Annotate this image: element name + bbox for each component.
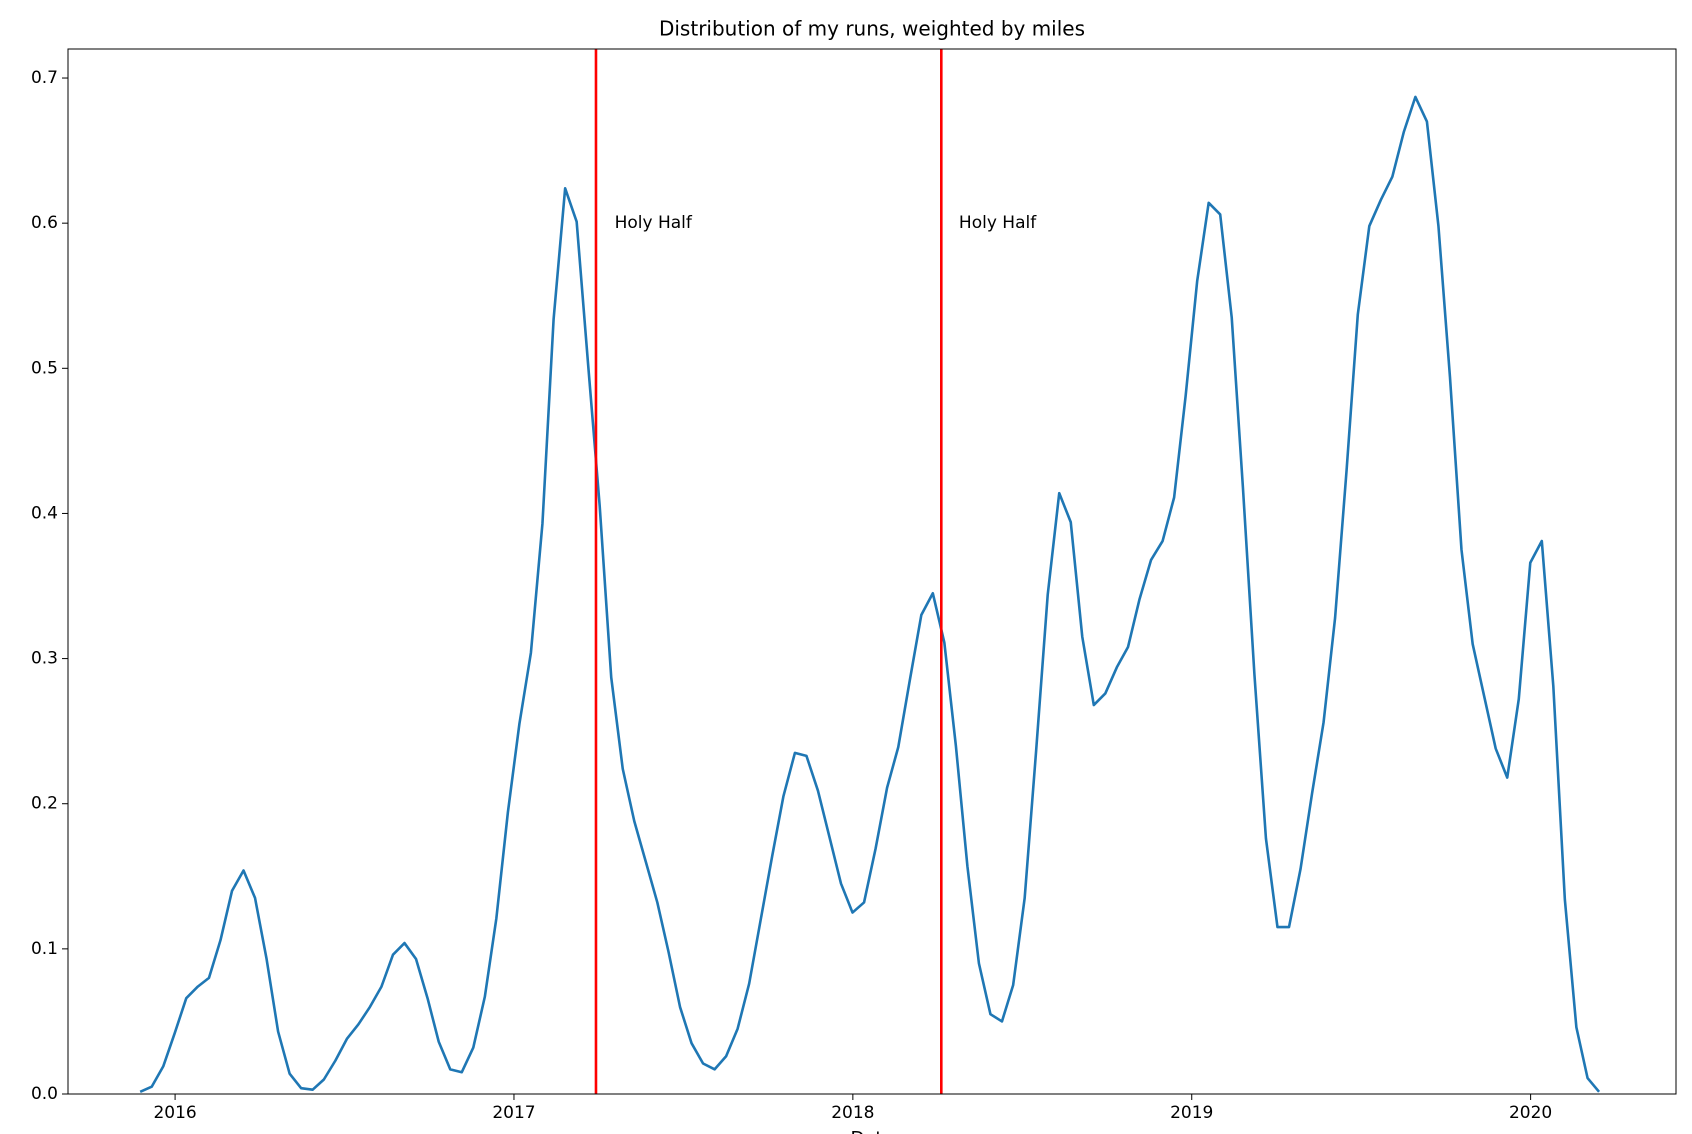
y-tick-label: 0.5 <box>31 358 58 378</box>
y-tick-label: 0.1 <box>31 939 58 959</box>
data-line <box>139 95 1601 1094</box>
annotation: Holy Half <box>615 213 693 233</box>
x-tick-label: 2019 <box>1170 1103 1213 1123</box>
annotation: Holy Half <box>959 213 1037 233</box>
plot-frame <box>67 48 1677 1095</box>
y-tick-label: 0.2 <box>31 794 58 814</box>
y-tick-label: 0.0 <box>31 1084 58 1104</box>
chart-title: Distribution of my runs, weighted by mil… <box>659 17 1085 41</box>
x-tick-label: 2018 <box>831 1103 874 1123</box>
x-axis-label: Date <box>850 1128 893 1134</box>
y-tick-label: 0.6 <box>31 213 58 233</box>
x-tick-label: 2017 <box>492 1103 535 1123</box>
y-tick-label: 0.7 <box>31 68 58 88</box>
x-tick-label: 2016 <box>153 1103 196 1123</box>
y-tick-label: 0.3 <box>31 649 58 669</box>
y-tick-label: 0.4 <box>31 503 58 523</box>
x-tick-label: 2020 <box>1509 1103 1552 1123</box>
